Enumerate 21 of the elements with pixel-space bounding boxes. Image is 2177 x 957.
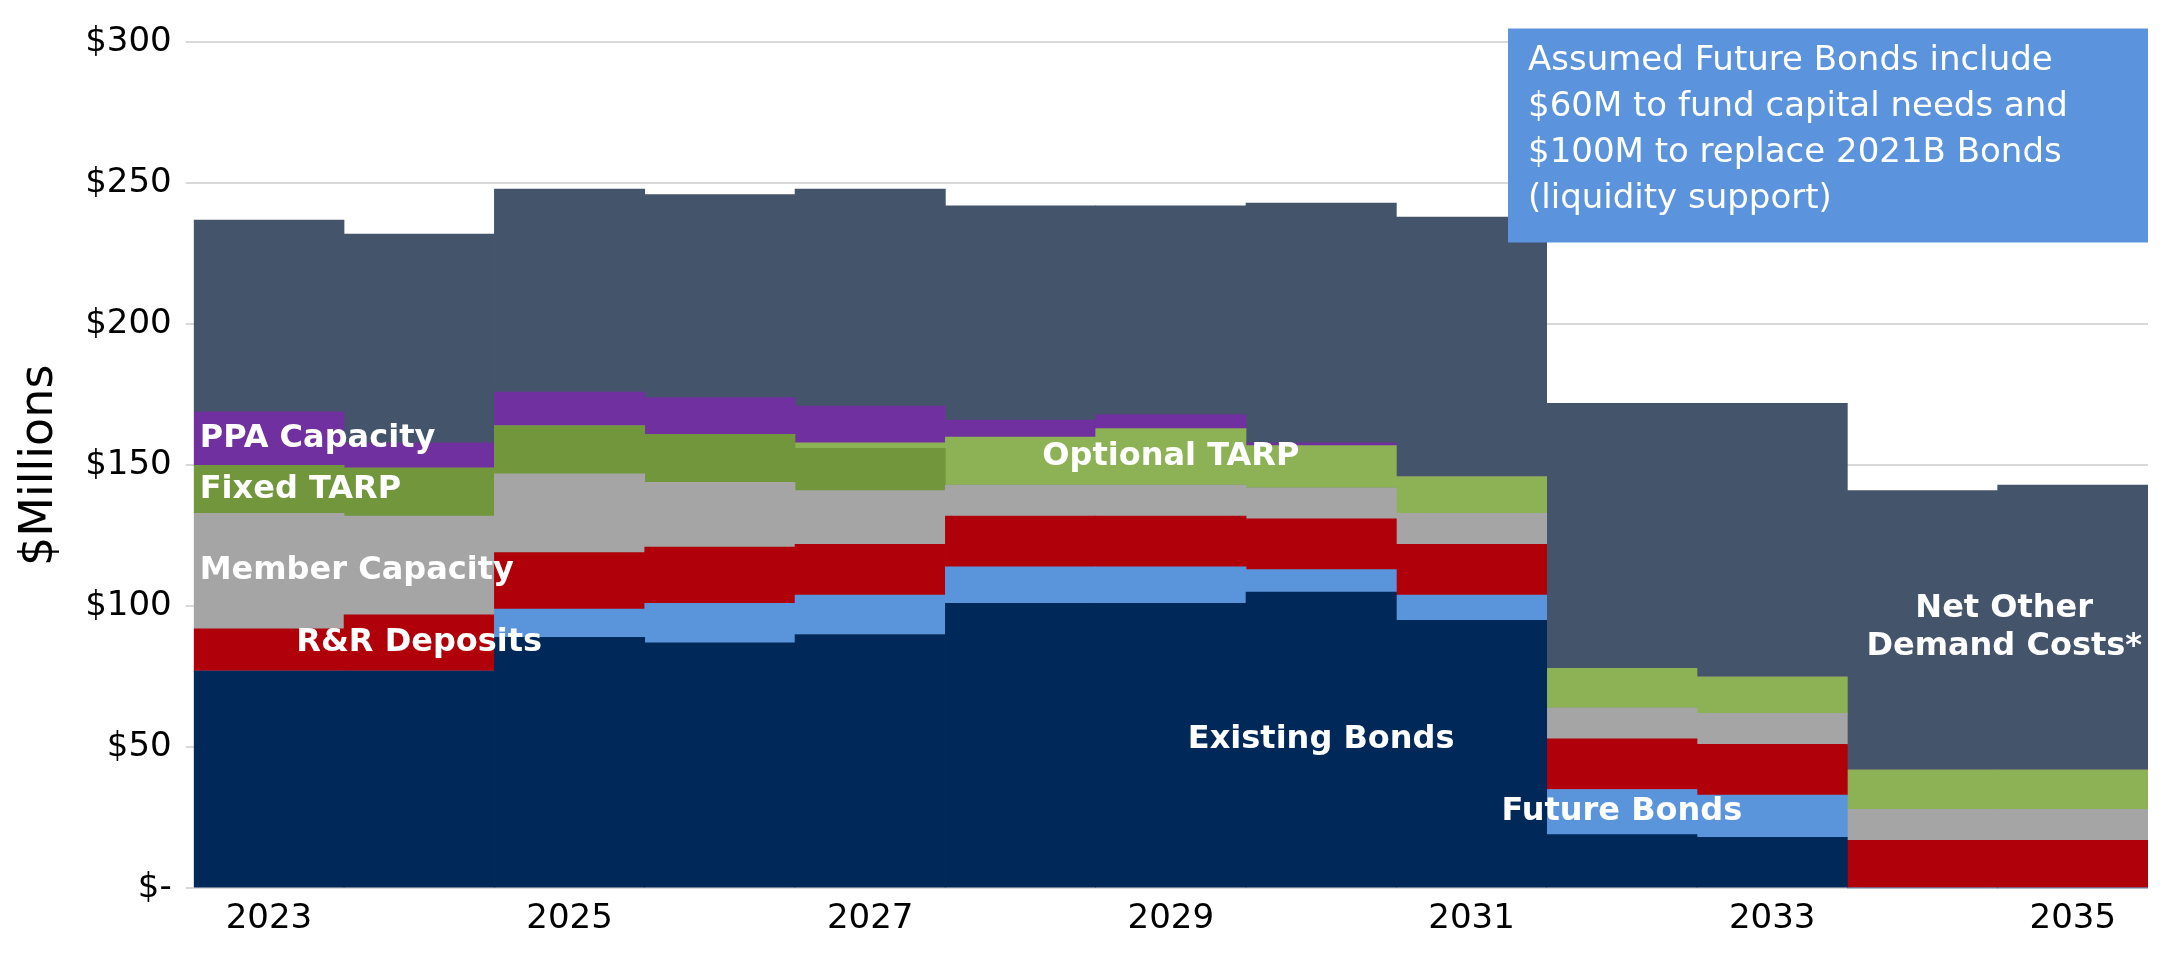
series-label: PPA Capacity	[199, 416, 436, 455]
y-tick-label: $200	[85, 301, 172, 342]
x-tick-label: 2023	[225, 896, 313, 937]
series-label: Existing Bonds	[1187, 718, 1455, 756]
series-label: Fixed TARP	[199, 467, 402, 506]
y-tick-label: $300	[85, 19, 172, 60]
y-tick-label: $-	[137, 865, 172, 906]
x-tick-label: 2025	[526, 896, 613, 937]
x-tick-label: 2029	[1127, 896, 1215, 937]
y-tick-label: $250	[85, 160, 172, 201]
annotation: Assumed Future Bonds include $60M to fund capital needs and $100M to replace 2021B Bonds (liquidity support)	[1528, 38, 2068, 217]
x-tick-label: 2035	[2029, 896, 2117, 937]
x-tick-label: 2033	[1728, 896, 1816, 937]
x-tick-label: 2027	[826, 896, 914, 937]
y-axis-title: $Millions	[8, 364, 63, 566]
y-tick-label: $150	[85, 442, 172, 483]
series-label: Net Other Demand Costs*	[1866, 586, 2143, 663]
series-label: Optional TARP	[1042, 435, 1300, 474]
x-tick-label: 2031	[1428, 896, 1515, 937]
y-tick-label: $100	[85, 583, 172, 624]
y-tick-label: $50	[106, 724, 172, 765]
